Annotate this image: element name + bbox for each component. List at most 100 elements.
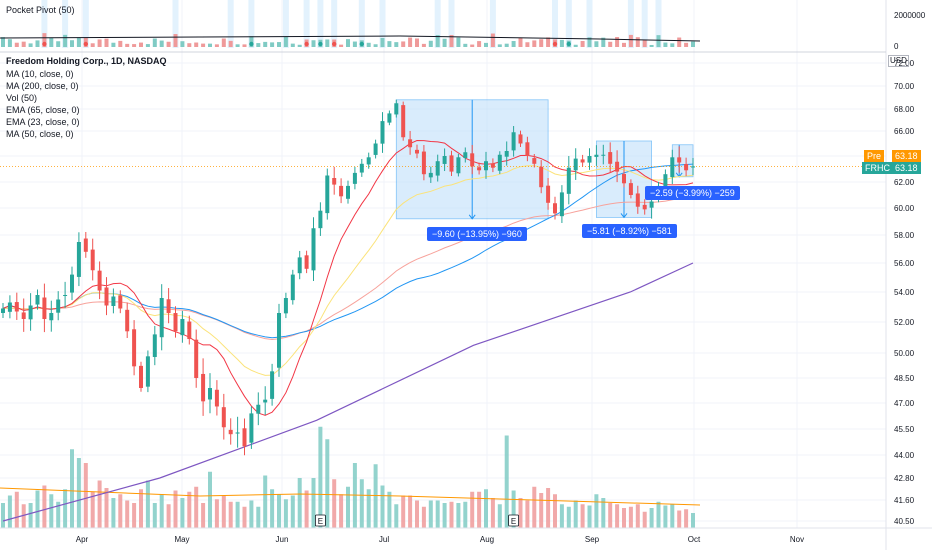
ma10-line: [2, 139, 694, 416]
upper-volume-bar: [691, 41, 695, 47]
upper-axis-label: 2000000: [894, 11, 926, 20]
volume-bar: [408, 495, 413, 528]
y-tick-label: 62.00: [894, 178, 915, 187]
candle-body: [663, 174, 668, 189]
y-tick-label: 50.00: [894, 349, 915, 358]
ema23-line: [2, 165, 694, 376]
volume-bar: [1, 503, 5, 528]
candle-body: [435, 161, 440, 176]
x-tick-label: Jun: [276, 535, 289, 544]
upper-volume-bar: [325, 39, 330, 47]
upper-volume-bar: [401, 41, 406, 47]
candle: [484, 151, 488, 179]
candle: [587, 148, 592, 170]
upper-volume-bar: [442, 38, 447, 47]
candle: [615, 150, 620, 183]
volume-bar: [525, 500, 530, 528]
candle: [76, 232, 81, 287]
earnings-event-marker: E: [508, 514, 520, 527]
candle: [366, 152, 371, 169]
volume-bar: [677, 510, 682, 528]
volume-bar: [145, 480, 150, 528]
measure-label-1[interactable]: −9.60 (−13.95%) −960: [427, 227, 527, 241]
upper-volume-bar: [421, 43, 426, 47]
candle: [118, 290, 123, 314]
volume-bar: [283, 499, 288, 528]
y-tick-label: 52.00: [894, 318, 915, 327]
volume-bar: [118, 494, 123, 528]
upper-volume-bar: [684, 42, 689, 47]
volume-bar: [35, 490, 40, 528]
candlesticks[interactable]: [1, 99, 695, 456]
volume-bar: [497, 504, 502, 528]
candle: [684, 157, 689, 177]
legend-title[interactable]: Freedom Holding Corp., 1D, NASDAQ: [6, 56, 167, 66]
legend-ema65[interactable]: EMA (65, close, 0): [6, 105, 80, 115]
upper-volume-bar: [125, 43, 130, 47]
candle-body: [628, 183, 633, 195]
candle-body: [380, 121, 385, 144]
candle-body: [152, 334, 157, 358]
candle: [442, 148, 447, 172]
candle-body: [290, 274, 295, 301]
volume-bar: [21, 504, 26, 528]
candle: [394, 99, 399, 118]
pocket-pivot-dot: [249, 41, 254, 47]
candle: [249, 406, 254, 449]
pocket-pivot-highlight: [552, 0, 558, 48]
volume-bar: [111, 498, 116, 528]
upper-volume-bar: [263, 41, 268, 47]
volume-bar: [14, 491, 19, 528]
legend-pocket-pivot[interactable]: Pocket Pivot (50): [6, 5, 75, 15]
candle-body: [566, 167, 571, 194]
volume-bar: [628, 506, 633, 528]
legend-ema23[interactable]: EMA (23, close, 0): [6, 117, 80, 127]
legend-ma200[interactable]: MA (200, close, 0): [6, 81, 79, 91]
candle-body: [277, 313, 281, 368]
measure-range-box: [671, 144, 694, 178]
pocket-pivot-highlight: [448, 0, 455, 48]
volume-bar: [201, 503, 206, 528]
volume-bar: [180, 498, 185, 528]
candle: [297, 250, 302, 280]
legend-vol[interactable]: Vol (50): [6, 93, 38, 103]
y-tick-label: 58.00: [894, 231, 915, 240]
candle: [318, 202, 323, 236]
candle-body: [311, 228, 316, 271]
volume-bar: [546, 488, 551, 528]
candle: [573, 148, 578, 180]
candle: [470, 144, 475, 175]
candle-body: [49, 313, 54, 321]
candle-body: [166, 299, 171, 313]
volume-bar: [104, 488, 109, 528]
candle: [35, 289, 40, 310]
upper-volume-bar: [70, 40, 74, 47]
upper-volume-bar: [408, 37, 413, 47]
candle: [490, 158, 495, 173]
candle: [691, 157, 695, 176]
upper-volume-bar: [497, 44, 502, 47]
y-tick-label: 42.80: [894, 474, 915, 483]
legend-ma10[interactable]: MA (10, close, 0): [6, 69, 74, 79]
candle: [263, 386, 268, 416]
volume-bars: [0, 426, 701, 528]
candle-body: [553, 203, 557, 214]
currency-label[interactable]: USD: [888, 55, 909, 67]
volume-bar: [553, 494, 557, 528]
volume-bar: [484, 489, 488, 528]
pocket-pivot-dot: [83, 41, 89, 47]
candle: [594, 145, 599, 166]
upper-volume-bar: [594, 41, 599, 47]
upper-volume-bar: [677, 37, 682, 47]
measure-label-3[interactable]: −2.59 (−3.99%) −259: [645, 186, 740, 200]
candle: [208, 373, 212, 414]
measure-label-2[interactable]: −5.81 (−8.92%) −581: [582, 224, 677, 238]
candle-body: [111, 296, 116, 306]
upper-volume-bar: [601, 37, 606, 47]
candle: [339, 178, 344, 204]
legend-ma50[interactable]: MA (50, close, 0): [6, 129, 74, 139]
volume-bar: [152, 503, 157, 528]
candle-body: [684, 164, 689, 171]
